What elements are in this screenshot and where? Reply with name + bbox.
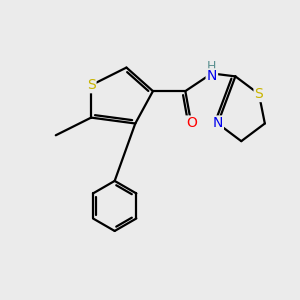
Text: N: N [207, 69, 217, 83]
Text: O: O [186, 116, 197, 130]
Text: S: S [87, 78, 95, 92]
Text: N: N [212, 116, 223, 130]
Text: S: S [255, 87, 263, 101]
Text: H: H [207, 60, 217, 73]
